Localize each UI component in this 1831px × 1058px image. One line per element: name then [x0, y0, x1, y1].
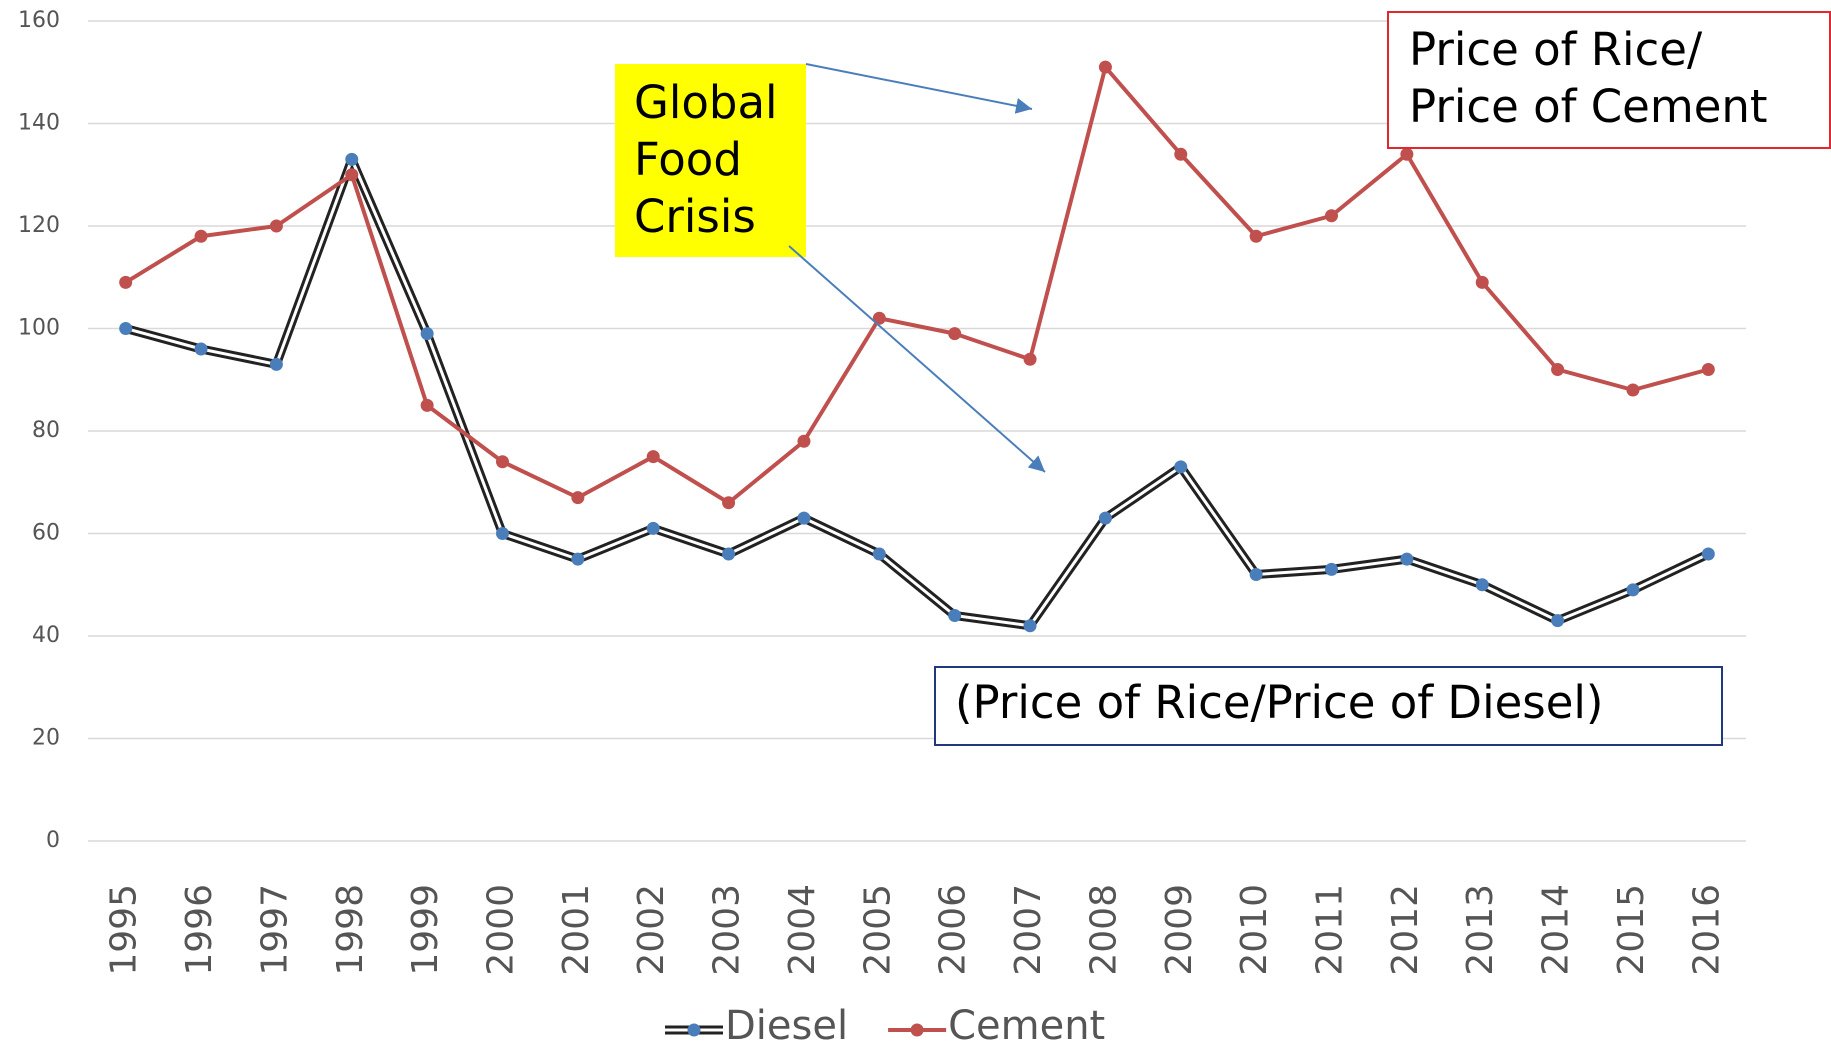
series-line-inner — [125, 157, 1709, 628]
x-tick-label: 2010 — [1234, 884, 1275, 976]
x-tick-label: 2009 — [1159, 884, 1200, 976]
marker — [948, 327, 962, 341]
x-tick-label: 1996 — [179, 884, 220, 976]
x-tick-label: 2008 — [1083, 884, 1124, 976]
marker — [948, 609, 962, 622]
arrow — [788, 245, 1046, 473]
marker — [571, 552, 585, 566]
plot: 0 20 40 60 80 100 120 140 160 1995 1996 1997 1998 199… — [18, 8, 1746, 1049]
legend-label: Cement — [948, 1003, 1105, 1049]
annotation-text: Global — [634, 76, 778, 129]
x-tick-label: 1997 — [254, 884, 295, 976]
marker — [1475, 275, 1489, 289]
marker — [119, 322, 133, 335]
marker — [872, 311, 886, 325]
marker — [119, 275, 133, 289]
x-tick-label: 2000 — [481, 884, 522, 976]
marker — [797, 511, 811, 525]
marker — [646, 521, 660, 535]
marker — [646, 450, 660, 464]
x-tick-label: 2002 — [631, 884, 672, 976]
marker — [1626, 583, 1640, 597]
x-tick-label: 1999 — [405, 884, 446, 976]
marker — [872, 547, 886, 561]
y-tick-label: 160 — [18, 8, 60, 33]
marker — [496, 527, 509, 540]
marker — [1551, 614, 1565, 628]
marker — [1325, 562, 1338, 576]
y-tick-label: 40 — [32, 623, 60, 648]
marker — [1626, 383, 1640, 397]
marker — [1249, 568, 1263, 581]
series-line — [124, 65, 1709, 505]
x-tick-label: 2015 — [1611, 884, 1652, 976]
marker — [194, 342, 208, 356]
x-tick-label: 2014 — [1536, 884, 1577, 976]
x-tick-label: 1998 — [330, 884, 371, 976]
marker — [1400, 147, 1414, 161]
y-tick-label: 140 — [18, 111, 60, 136]
annotation-box — [1387, 11, 1831, 149]
annotation-text: Crisis — [634, 190, 756, 243]
annotation-text: (Price of Rice/Price of Diesel) — [955, 676, 1603, 729]
marker — [269, 357, 283, 371]
marker — [722, 547, 736, 561]
x-tick-label: 2003 — [707, 884, 748, 976]
marker — [345, 152, 359, 166]
annotation-box — [615, 64, 806, 257]
annotation-text: Price of Cement — [1409, 80, 1768, 133]
marker — [1174, 147, 1188, 161]
x-tick-label: 1995 — [104, 884, 145, 976]
marker — [1098, 511, 1112, 525]
x-tick-label: 2005 — [857, 884, 898, 976]
x-tick-label: 2001 — [556, 884, 597, 976]
marker — [269, 219, 283, 233]
marker — [722, 496, 736, 510]
marker — [1098, 60, 1112, 74]
marker — [1475, 578, 1489, 592]
annotation-box — [934, 666, 1723, 746]
x-tick-label: 2011 — [1310, 884, 1351, 976]
marker — [1174, 460, 1188, 474]
arrow — [805, 63, 1033, 114]
x-tick-label: 2013 — [1460, 884, 1501, 976]
x-tick-label: 2012 — [1385, 884, 1426, 976]
marker — [1249, 229, 1263, 243]
x-tick-label: 2006 — [933, 884, 974, 976]
marker — [1023, 352, 1037, 366]
marker — [1325, 209, 1338, 223]
marker — [1701, 363, 1715, 376]
y-tick-label: 20 — [32, 726, 60, 751]
marker — [1701, 547, 1715, 561]
marker — [420, 327, 434, 341]
x-tick-label: 2007 — [1008, 884, 1049, 976]
legend-marker — [910, 1023, 924, 1037]
y-tick-label: 60 — [32, 521, 60, 546]
legend-marker — [687, 1023, 701, 1037]
y-tick-label: 0 — [46, 828, 60, 853]
marker — [496, 455, 509, 469]
marker — [420, 398, 434, 412]
marker — [797, 434, 811, 448]
marker — [194, 229, 208, 243]
y-tick-label: 120 — [18, 213, 60, 238]
series-line — [124, 154, 1711, 631]
y-tick-label: 80 — [32, 418, 60, 443]
x-tick-label: 2016 — [1686, 884, 1727, 976]
annotation-text: Food — [634, 133, 742, 186]
y-tick-label: 100 — [18, 316, 60, 341]
marker — [1551, 363, 1565, 376]
marker — [571, 491, 585, 505]
legend-label: Diesel — [725, 1003, 848, 1049]
marker — [1400, 552, 1414, 566]
marker — [345, 168, 359, 182]
x-tick-label: 2004 — [782, 884, 823, 976]
annotation-text: Price of Rice/ — [1409, 23, 1703, 76]
marker — [1023, 619, 1037, 633]
